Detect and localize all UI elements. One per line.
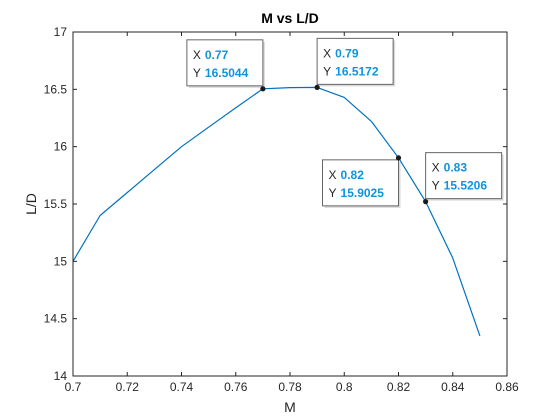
x-axis-ticks: 0.7 0.72 0.74 0.76 0.78 0.8 0.82 0.84 0.86	[65, 32, 519, 394]
datatip-box	[322, 159, 399, 207]
datatip-x-row: X 0.82	[329, 168, 365, 182]
y-tick-label: 15.5	[44, 197, 68, 211]
x-tick-label: 0.84	[441, 380, 465, 394]
datatip-x-label: X	[329, 168, 337, 182]
datatip[interactable]: X 0.77 Y 16.5044	[186, 39, 266, 92]
datatip-x-row: X 0.79	[323, 46, 359, 60]
datatip-marker[interactable]	[423, 199, 429, 205]
datatip-y-value: 16.5172	[335, 64, 379, 78]
datatip-y-label: Y	[323, 64, 331, 78]
datatip-x-row: X 0.83	[432, 161, 468, 175]
datatip-x-value: 0.77	[205, 48, 229, 62]
datatip-x-label: X	[323, 46, 331, 60]
datatip-x-value: 0.83	[444, 161, 468, 175]
datatip-x-label: X	[193, 48, 201, 62]
datatip-y-row: Y 16.5044	[193, 66, 249, 80]
datatip[interactable]: X 0.79 Y 16.5172	[314, 37, 396, 90]
y-tick-label: 15	[54, 254, 68, 268]
datatip-marker[interactable]	[314, 84, 320, 90]
datatip-y-value: 15.5206	[444, 179, 488, 193]
x-axis-label: M	[284, 399, 296, 415]
datatip-box	[425, 152, 503, 200]
x-tick-label: 0.82	[387, 380, 411, 394]
y-tick-label: 14.5	[44, 312, 68, 326]
x-tick-label: 0.74	[170, 380, 194, 394]
datatip[interactable]: X 0.83 Y 15.5206	[423, 152, 504, 205]
x-tick-label: 0.86	[495, 380, 519, 394]
x-tick-label: 0.7	[65, 380, 82, 394]
datatip-y-value: 15.9025	[341, 186, 385, 200]
datatip-x-label: X	[432, 161, 440, 175]
datatip[interactable]: X 0.82 Y 15.9025	[322, 155, 402, 208]
chart-title: M vs L/D	[261, 10, 319, 26]
datatip-y-label: Y	[432, 179, 440, 193]
datatip-y-row: Y 15.9025	[329, 186, 385, 200]
y-tick-label: 16	[54, 140, 68, 154]
x-tick-label: 0.8	[336, 380, 353, 394]
series-lines	[72, 86, 481, 337]
datatip-marker[interactable]	[395, 155, 402, 161]
y-axis-label: L/D	[23, 193, 39, 215]
datatip-box	[186, 39, 264, 87]
x-tick-label: 0.76	[224, 380, 248, 394]
datatip-y-value: 16.5044	[205, 66, 249, 80]
x-tick-label: 0.72	[116, 380, 140, 394]
x-tick-label: 0.78	[278, 380, 302, 394]
datatip-x-row: X 0.77	[193, 48, 229, 62]
datatip-marker[interactable]	[260, 86, 266, 92]
datatip-x-value: 0.82	[341, 168, 365, 182]
datatip-y-row: Y 16.5172	[323, 64, 379, 78]
y-tick-label: 14	[54, 369, 68, 383]
datatip-x-value: 0.79	[335, 46, 359, 60]
y-axis-ticks: 14 14.5 15 15.5 16 16.5 17	[44, 25, 507, 383]
datatip-y-row: Y 15.5206	[432, 179, 488, 193]
datatip-y-label: Y	[193, 66, 201, 80]
series-line	[72, 86, 481, 337]
plot-area	[73, 32, 507, 376]
datatip-box	[316, 37, 394, 85]
y-tick-label: 16.5	[44, 82, 68, 96]
y-tick-label: 17	[54, 25, 68, 39]
datatip-y-label: Y	[329, 186, 337, 200]
